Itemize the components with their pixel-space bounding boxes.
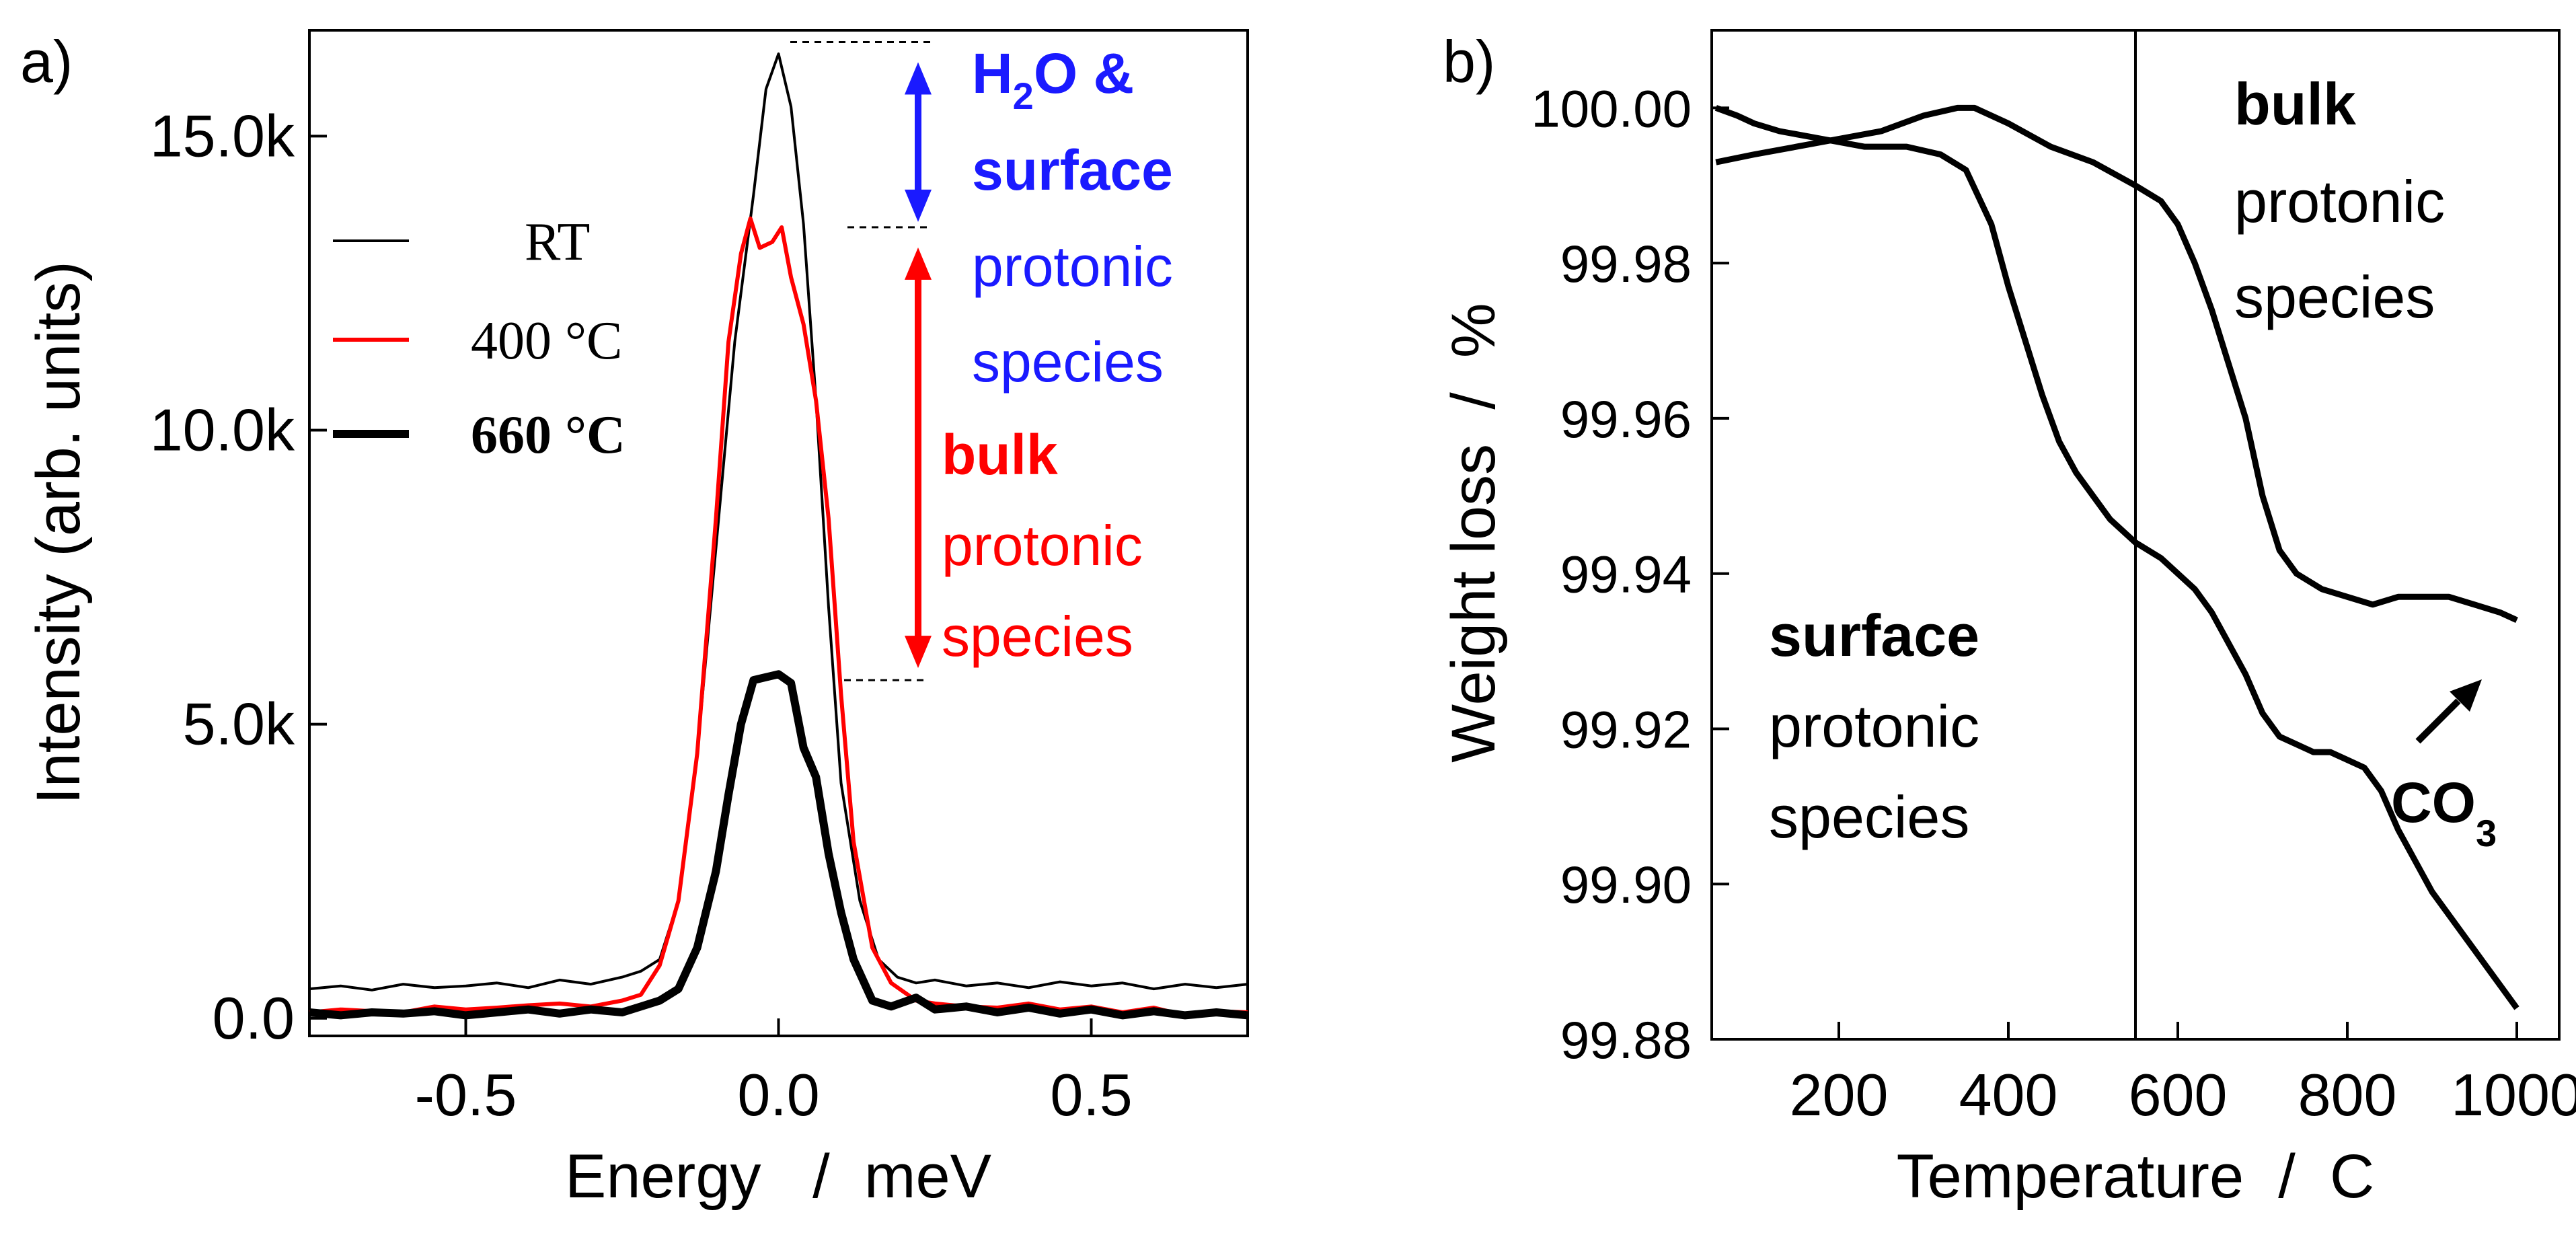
panel-a-ticks: -0.5 0.0 0.5 0.0 5.0k 10.0k 15.0k — [150, 102, 1133, 1128]
co3-arrow-head — [2450, 679, 2482, 712]
co3-arrow-shaft — [2415, 698, 2461, 744]
panel-b-x-tick-label: 1000 — [2451, 1061, 2576, 1128]
panel-b-y-tick-label: 100.00 — [1531, 79, 1692, 138]
legend-entry: 400 °C — [471, 311, 622, 371]
bulk-label-b-line2: protonic — [2234, 168, 2445, 235]
panel-b-y-tick-label: 99.88 — [1560, 1010, 1692, 1070]
co3-label: CO3 — [2391, 771, 2497, 854]
blue-arrow-head-up — [905, 62, 932, 95]
surface-weight-loss-curve — [1714, 105, 2520, 1010]
panel-a-series — [309, 52, 1248, 1020]
panel-b-x-tick-label: 600 — [2129, 1061, 2228, 1128]
panel-b-x-tick-label: 200 — [1790, 1061, 1889, 1128]
bulk-weight-loss-curve — [1715, 104, 2518, 623]
panel-b-y-tick-label: 99.94 — [1560, 545, 1692, 604]
panel-a-y-tick-label: 0.0 — [213, 985, 295, 1051]
surface-label-b-line2: protonic — [1769, 693, 1979, 759]
legend-entry: 660 °C — [471, 406, 626, 465]
panel-a-x-tick-label: 0.5 — [1050, 1061, 1132, 1128]
panel-b-y-axis-label: Weight loss / % — [1439, 303, 1508, 762]
panel-a-y-tick-label: 15.0k — [150, 102, 295, 169]
panel-a-x-tick-label: 0.0 — [737, 1061, 819, 1128]
blue-arrow-head-down — [905, 189, 932, 222]
h2o-surface-label-line4: species — [972, 330, 1164, 394]
h2o-surface-label-line1: H2O & — [972, 42, 1134, 117]
panel-a: a) -0.5 0.0 0.5 0.0 5.0k 10.0k 15.0k RT 400 °C 6… — [20, 28, 1249, 1211]
red-arrow-head-up — [905, 247, 932, 280]
panel-a-x-axis-label: Energy / meV — [565, 1142, 991, 1211]
panel-b-y-tick-label: 99.96 — [1560, 389, 1692, 449]
panel-b: b) 200 400 600 800 1000 99.88 99.90 99.92 99.94 9… — [1439, 28, 2576, 1211]
bulk-label-a-line2: protonic — [942, 514, 1143, 577]
surface-label-b-line1: surface — [1769, 602, 1979, 669]
series-line-rt — [309, 52, 1248, 992]
panel-a-label: a) — [20, 28, 73, 95]
panel-a-arrows — [905, 62, 932, 669]
panel-a-y-tick-label: 10.0k — [150, 397, 295, 463]
panel-b-y-tick-label: 99.92 — [1560, 700, 1692, 759]
legend-entry: RT — [525, 213, 590, 272]
bulk-label-b-line3: species — [2234, 264, 2435, 330]
panel-a-reference-lines — [790, 40, 935, 681]
panel-b-x-tick-label: 400 — [1959, 1061, 2058, 1128]
panel-a-y-tick-label: 5.0k — [183, 691, 295, 757]
bulk-label-a-line1: bulk — [942, 423, 1058, 486]
panel-b-y-tick-label: 99.90 — [1560, 855, 1692, 914]
h2o-surface-label-line2: surface — [972, 139, 1173, 202]
panel-a-y-axis-label: Intensity (arb. units) — [24, 261, 93, 805]
panel-b-x-axis-label: Temperature / C — [1897, 1142, 2375, 1211]
panel-b-series — [1714, 104, 2520, 1010]
panel-b-ticks: 200 400 600 800 1000 99.88 99.90 99.92 99.94 99.9… — [1531, 79, 2576, 1128]
bulk-label-b-line1: bulk — [2234, 71, 2357, 137]
panel-a-x-tick-label: -0.5 — [415, 1061, 517, 1128]
bulk-label-a-line3: species — [942, 605, 1133, 668]
panel-b-y-tick-label: 99.98 — [1560, 234, 1692, 293]
panel-b-label: b) — [1443, 28, 1495, 95]
panel-b-x-tick-label: 800 — [2298, 1061, 2397, 1128]
h2o-surface-label-line3: protonic — [972, 235, 1173, 298]
series-line-660-c — [309, 670, 1248, 1020]
panel-a-legend: RT 400 °C 660 °C — [333, 213, 626, 465]
surface-label-b-line3: species — [1769, 784, 1969, 850]
red-arrow-head-down — [905, 636, 932, 669]
